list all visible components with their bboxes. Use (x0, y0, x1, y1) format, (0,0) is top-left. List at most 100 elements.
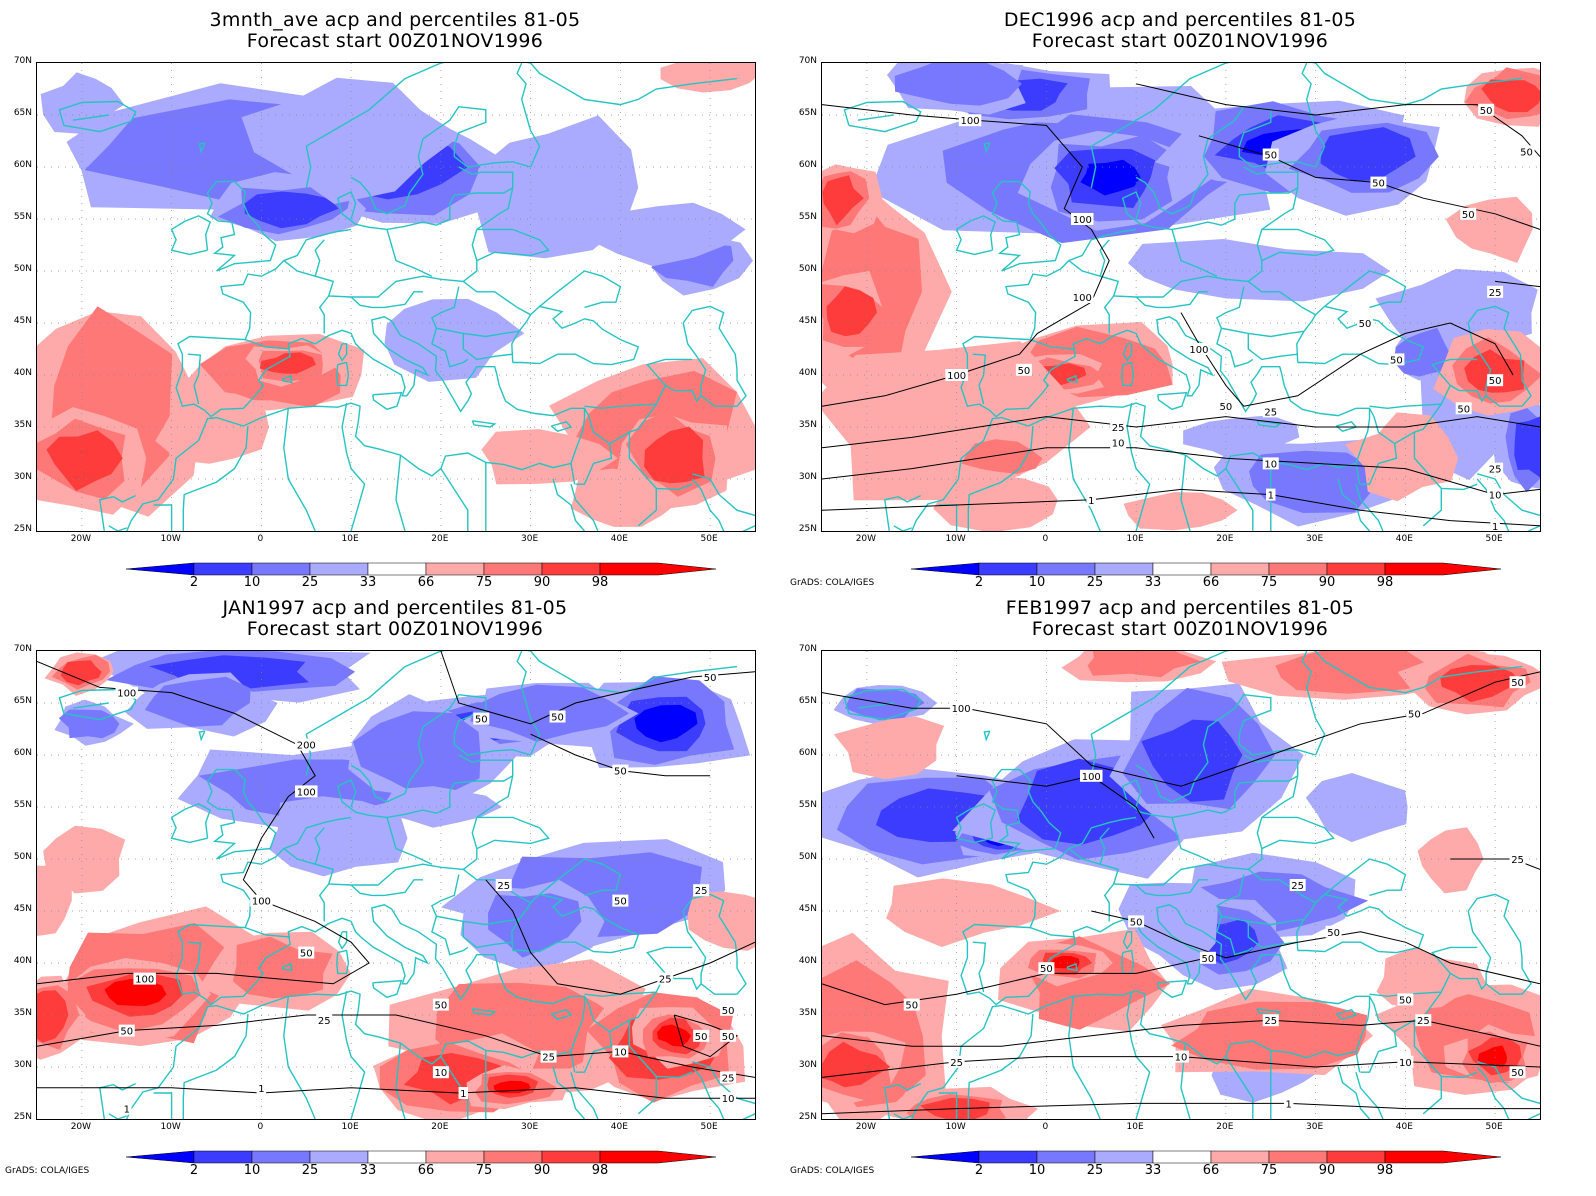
latitude-label: 35N (798, 1008, 817, 1018)
colorbar-label: 98 (591, 1163, 609, 1178)
contour-value: 50 (1457, 404, 1470, 415)
coastline (960, 816, 1283, 1006)
coastline (972, 941, 987, 993)
coastline (175, 228, 498, 418)
map-canvas: 100 50 50 50 50 100 50 25 100 50 100 50 100 50 50 50 25 5… (822, 63, 1540, 531)
coastline (893, 1113, 913, 1119)
contour-label: 50 (1370, 176, 1387, 190)
latitude-label: 60N (798, 160, 817, 170)
contour-label: 25 (495, 879, 512, 892)
contour-value: 25 (1489, 465, 1502, 476)
coastline (476, 228, 550, 262)
colorbar-segment (126, 1150, 195, 1164)
coastline (1103, 295, 1115, 334)
contour-value: 25 (1511, 855, 1524, 866)
island-outline (1157, 979, 1188, 999)
above-normal-area (481, 429, 618, 485)
longitude-label: 20E (1216, 534, 1234, 544)
contour-value: 50 (120, 1027, 133, 1038)
longitude-label: 10W (160, 534, 181, 544)
contour-line (822, 488, 1540, 527)
contour-label: 50 (702, 671, 719, 684)
longitude-label: 20W (855, 534, 877, 544)
contour-label: 200 (295, 738, 318, 752)
contour-value: 50 (1462, 210, 1475, 221)
island-outline (1122, 931, 1133, 950)
coastlines (58, 651, 755, 1119)
colorbar-segment (1094, 1150, 1154, 1164)
contour-value: 1 (460, 1089, 466, 1100)
contour-label: 1 (1283, 1097, 1294, 1110)
latitude-label: 65N (798, 696, 817, 706)
island-outline (1066, 963, 1078, 972)
latitude-label: 40N (13, 368, 32, 378)
latitude-label: 25N (798, 1112, 817, 1122)
panel-title: JAN1997 acp and percentiles 81-05 Forecas… (36, 598, 754, 640)
contour-value: 100 (297, 787, 316, 798)
coastline (967, 425, 1034, 531)
coastline (884, 1082, 921, 1119)
contour-label: 25 (948, 1055, 965, 1069)
longitude-label: 30E (1306, 1122, 1324, 1132)
coastline (1135, 879, 1208, 897)
longitude-label: 20E (431, 534, 449, 544)
colorbar-label: 25 (1086, 575, 1104, 590)
coastline (516, 63, 541, 168)
coastline (1068, 260, 1316, 316)
longitude-label: 40E (610, 1122, 628, 1132)
below-normal-area (1128, 239, 1391, 302)
above-normal-area (961, 439, 1043, 474)
colorbar-segment (126, 562, 195, 576)
longitude-label: 20W (70, 534, 92, 544)
coastline (570, 484, 599, 531)
coastline (1171, 229, 1218, 277)
coastline (1126, 990, 1151, 1119)
colorbar-label: 33 (1144, 575, 1162, 590)
island-outline (337, 343, 348, 362)
contour-value: 25 (1264, 1016, 1277, 1027)
map-panel: 100 50 50 50 200 50 100 25 25 50 100 50 100 25 50 50 25 5… (36, 650, 756, 1120)
contour-value: 100 (1189, 345, 1208, 356)
contour-label: 50 (473, 712, 490, 726)
coastline (1261, 816, 1335, 850)
contour-value: 100 (961, 116, 980, 127)
contour-label: 50 (1478, 103, 1495, 117)
contour-value: 50 (1264, 151, 1277, 162)
island-outline (1335, 1009, 1358, 1020)
map-panel: 100 50 50 50 50 100 50 25 100 50 100 50 100 50 50 50 25 5… (821, 62, 1541, 532)
colorbar-segment (1268, 1150, 1328, 1164)
coastline (314, 239, 325, 277)
colorbar-label: 10 (1028, 575, 1046, 590)
contour-label: 25 (1289, 879, 1306, 892)
colorbar-segment (309, 1150, 369, 1164)
coastline (187, 353, 202, 405)
coastline (991, 768, 1062, 860)
coastline (341, 402, 366, 531)
latitude-label: 30N (13, 472, 32, 482)
colorbar-segment (599, 562, 717, 576)
coastline (691, 1066, 755, 1119)
coastline (153, 1092, 173, 1119)
above-normal-area (37, 990, 69, 1043)
island-outline (372, 979, 403, 999)
coastline (991, 180, 1062, 272)
panel-title-line: JAN1997 acp and percentiles 81-05 (222, 597, 568, 619)
coastline (1099, 827, 1110, 865)
latitude-label: 35N (13, 1008, 32, 1018)
coastline (153, 504, 173, 531)
coastline (1029, 338, 1076, 350)
latitude-label: 70N (798, 644, 817, 654)
coastline (305, 63, 531, 188)
latitude-label: 50N (13, 264, 32, 274)
island-outline (983, 142, 991, 154)
island-outline (336, 361, 350, 387)
coastline (1135, 291, 1208, 309)
colorbar-label: 75 (475, 1163, 493, 1178)
contour-label: 1 (1490, 519, 1500, 531)
colorbar-label: 75 (475, 575, 493, 590)
island-outline (1256, 420, 1282, 428)
contour-label: 25 (1487, 462, 1504, 476)
longitude-label: 40E (610, 534, 628, 544)
longitude-label: 0 (257, 1122, 264, 1132)
latitude-label: 40N (13, 956, 32, 966)
